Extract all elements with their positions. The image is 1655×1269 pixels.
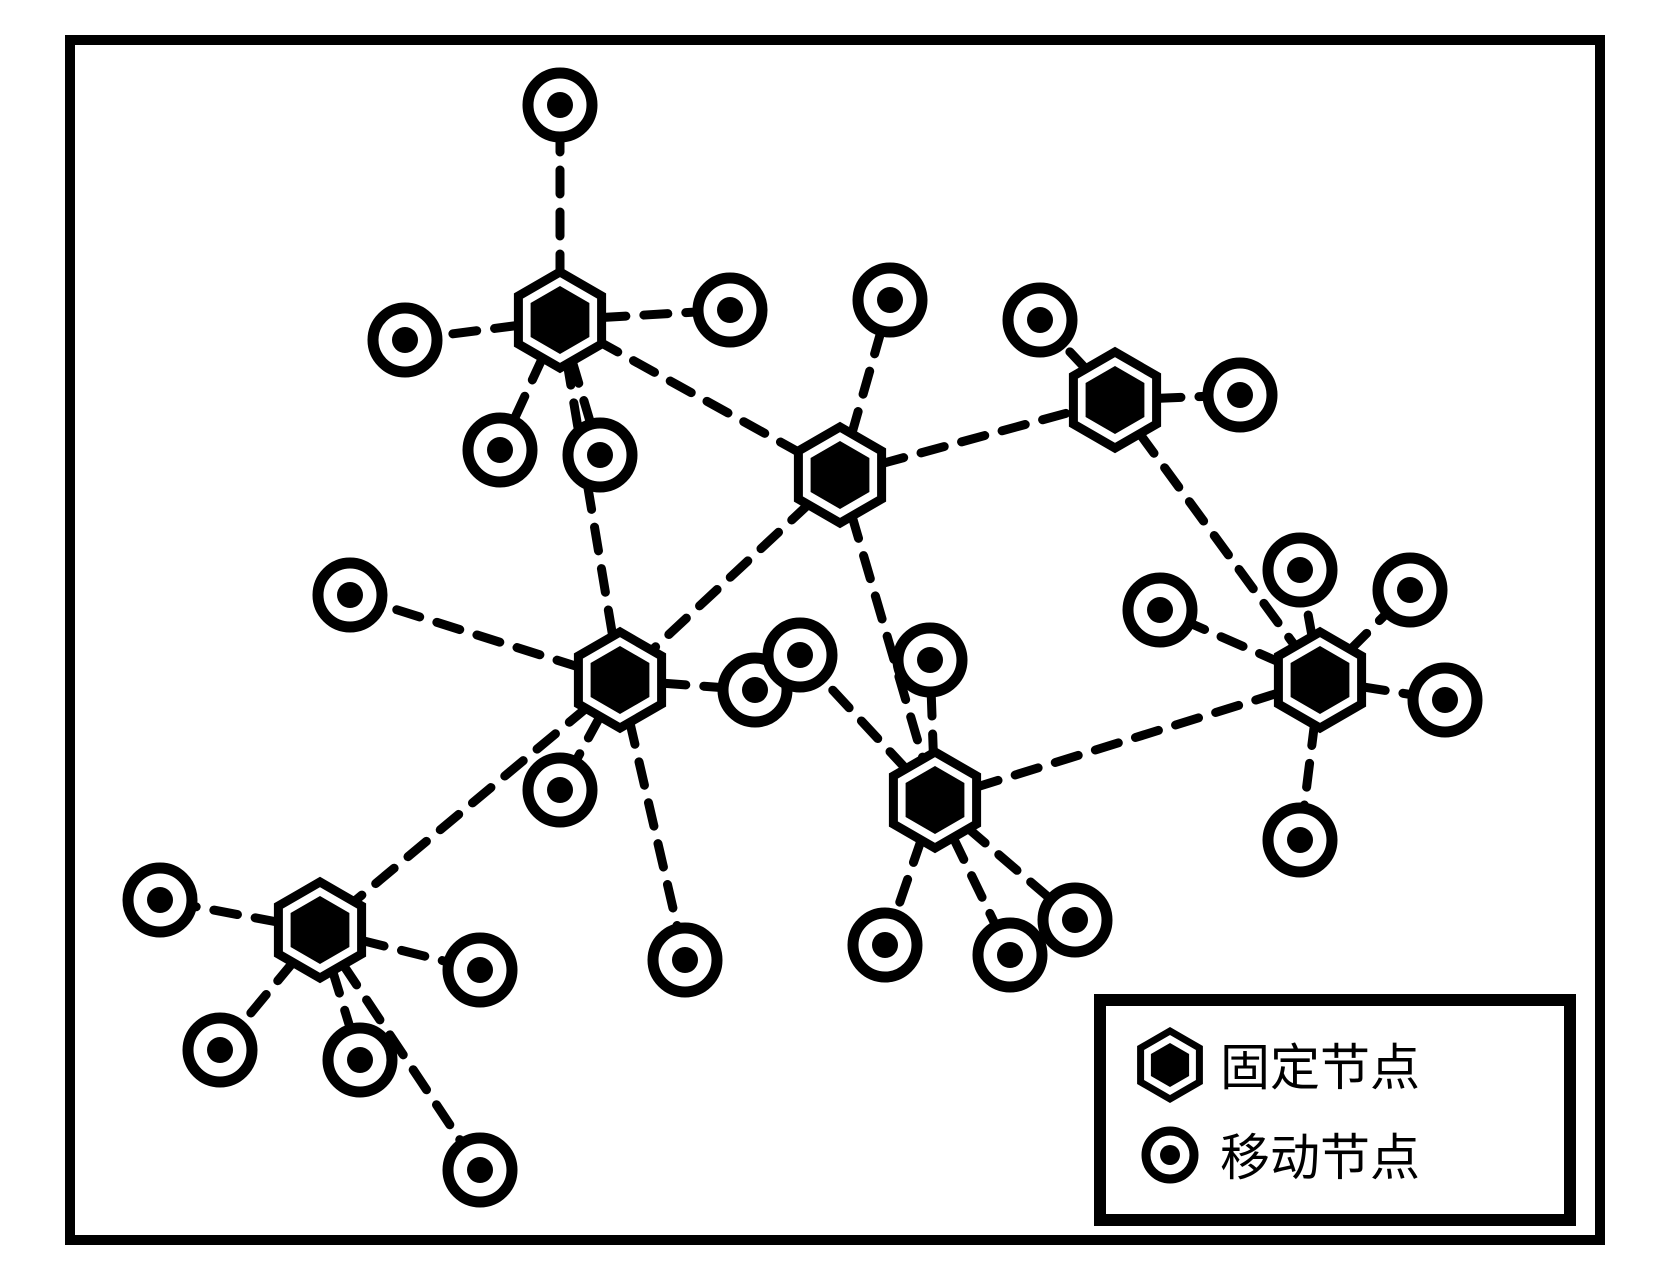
- mobile-node: [328, 1028, 392, 1092]
- mobile-node: [528, 758, 592, 822]
- mobile-node: [448, 1138, 512, 1202]
- legend: 固定节点移动节点: [1100, 1000, 1570, 1220]
- legend-row: 固定节点: [1141, 1031, 1420, 1099]
- mobile-node: [1268, 808, 1332, 872]
- mobile-node: [1378, 558, 1442, 622]
- legend-label: 固定节点: [1220, 1040, 1420, 1096]
- legend-label: 移动节点: [1220, 1130, 1420, 1186]
- mobile-node: [128, 868, 192, 932]
- fixed-node: [1278, 632, 1361, 728]
- mobile-node: [978, 923, 1042, 987]
- fixed-node: [798, 427, 881, 523]
- fixed-node: [278, 882, 361, 978]
- legend-row: 移动节点: [1146, 1130, 1420, 1186]
- mobile-node: [1008, 288, 1072, 352]
- mobile-node: [568, 423, 632, 487]
- mobile-node: [898, 628, 962, 692]
- mobile-node: [468, 418, 532, 482]
- mobile-node: [373, 308, 437, 372]
- fixed-node: [893, 752, 976, 848]
- mobile-node: [698, 278, 762, 342]
- mobile-node: [858, 268, 922, 332]
- mobile-node: [768, 623, 832, 687]
- network-diagram: 固定节点移动节点: [0, 0, 1655, 1269]
- mobile-node: [448, 938, 512, 1002]
- mobile-node: [653, 928, 717, 992]
- mobile-node: [528, 73, 592, 137]
- fixed-node: [1073, 352, 1156, 448]
- mobile-node: [1268, 538, 1332, 602]
- mobile-node: [853, 913, 917, 977]
- mobile-node: [1413, 668, 1477, 732]
- mobile-node: [1043, 888, 1107, 952]
- mobile-node: [318, 563, 382, 627]
- fixed-node: [518, 272, 601, 368]
- mobile-node: [1128, 578, 1192, 642]
- fixed-node: [578, 632, 661, 728]
- mobile-node: [1208, 363, 1272, 427]
- mobile-node: [188, 1018, 252, 1082]
